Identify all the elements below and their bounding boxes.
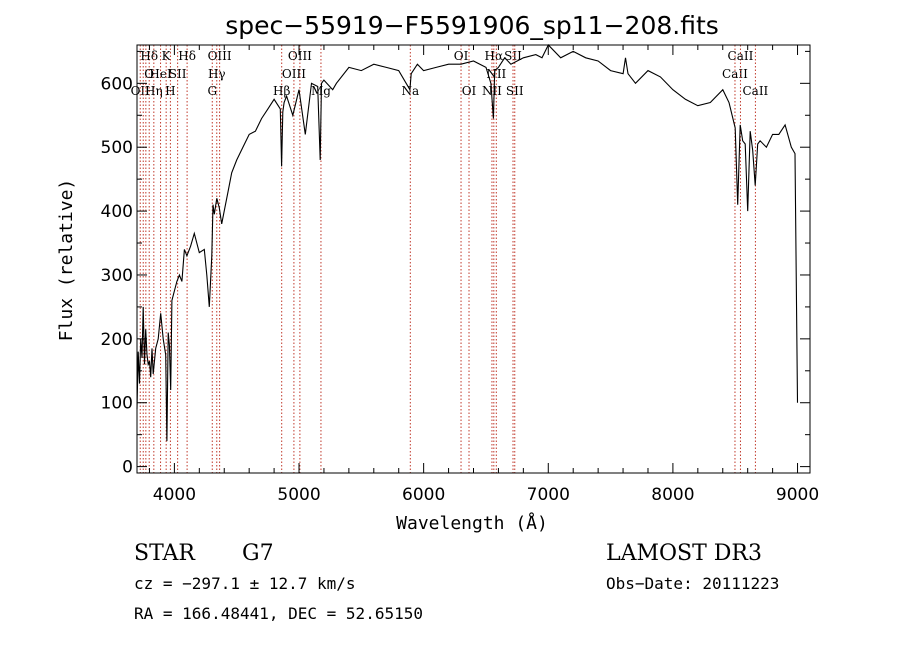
y-axis: 0 100 200 300 400 500 600	[101, 50, 810, 478]
object-class: STAR	[134, 541, 196, 566]
line-label: G	[207, 84, 217, 98]
redshift-cz: cz = −297.1 ± 12.7 km/s	[134, 574, 356, 593]
x-axis-label: Wavelength (Å)	[396, 512, 548, 534]
line-label: Hδ	[140, 49, 158, 63]
line-label: OI	[462, 84, 477, 98]
line-label: OIII	[208, 49, 232, 63]
line-label: CaII	[722, 67, 748, 81]
x-tick-label: 8000	[651, 485, 694, 505]
x-axis: 4000 5000 6000 7000 8000 9000	[148, 45, 819, 505]
y-tick-label: 300	[101, 266, 133, 286]
x-tick-label: 6000	[402, 485, 445, 505]
y-tick-label: 400	[101, 202, 133, 222]
line-label: CaII	[742, 84, 768, 98]
y-tick-label: 500	[101, 138, 133, 158]
line-label: Hγ	[208, 67, 226, 81]
line-label: K	[162, 49, 172, 63]
survey-name: LAMOST DR3	[606, 541, 762, 566]
object-subclass: G7	[242, 541, 274, 566]
spectrum-series-line	[136, 44, 799, 442]
line-label: OIII	[288, 49, 312, 63]
x-tick-label: 5000	[277, 485, 320, 505]
line-label: NII	[482, 84, 502, 98]
line-label: Hα	[485, 49, 504, 63]
line-label: SII	[169, 67, 187, 81]
sky-coordinates: RA = 166.48441, DEC = 52.65150	[134, 604, 423, 623]
line-label: O	[144, 67, 154, 81]
line-label: OIII	[282, 67, 306, 81]
y-tick-label: 100	[101, 394, 133, 414]
line-label: NII	[486, 67, 506, 81]
x-tick-label: 9000	[776, 485, 819, 505]
y-tick-label: 200	[101, 330, 133, 350]
spectrum-info: STAR G7 LAMOST DR3 cz = −297.1 ± 12.7 km…	[134, 541, 779, 623]
line-label: OII	[131, 84, 151, 98]
line-label: OI	[454, 49, 469, 63]
line-label: H	[165, 84, 175, 98]
observation-date: Obs−Date: 20111223	[606, 574, 779, 593]
y-axis-label: Flux (relative)	[56, 179, 77, 342]
line-label: Hβ	[273, 84, 290, 98]
y-tick-label: 600	[101, 74, 133, 94]
line-label: CaII	[728, 49, 754, 63]
chart-title: spec−55919−F5591906_sp11−208.fits	[225, 11, 719, 40]
line-label: SII	[504, 49, 522, 63]
x-tick-label: 4000	[153, 485, 196, 505]
x-tick-label: 7000	[527, 485, 570, 505]
line-label: Hη	[145, 84, 163, 98]
line-label: Hδ	[178, 49, 196, 63]
plot-frame	[136, 44, 811, 474]
line-label: SII	[506, 84, 524, 98]
y-tick-label: 0	[122, 458, 133, 478]
